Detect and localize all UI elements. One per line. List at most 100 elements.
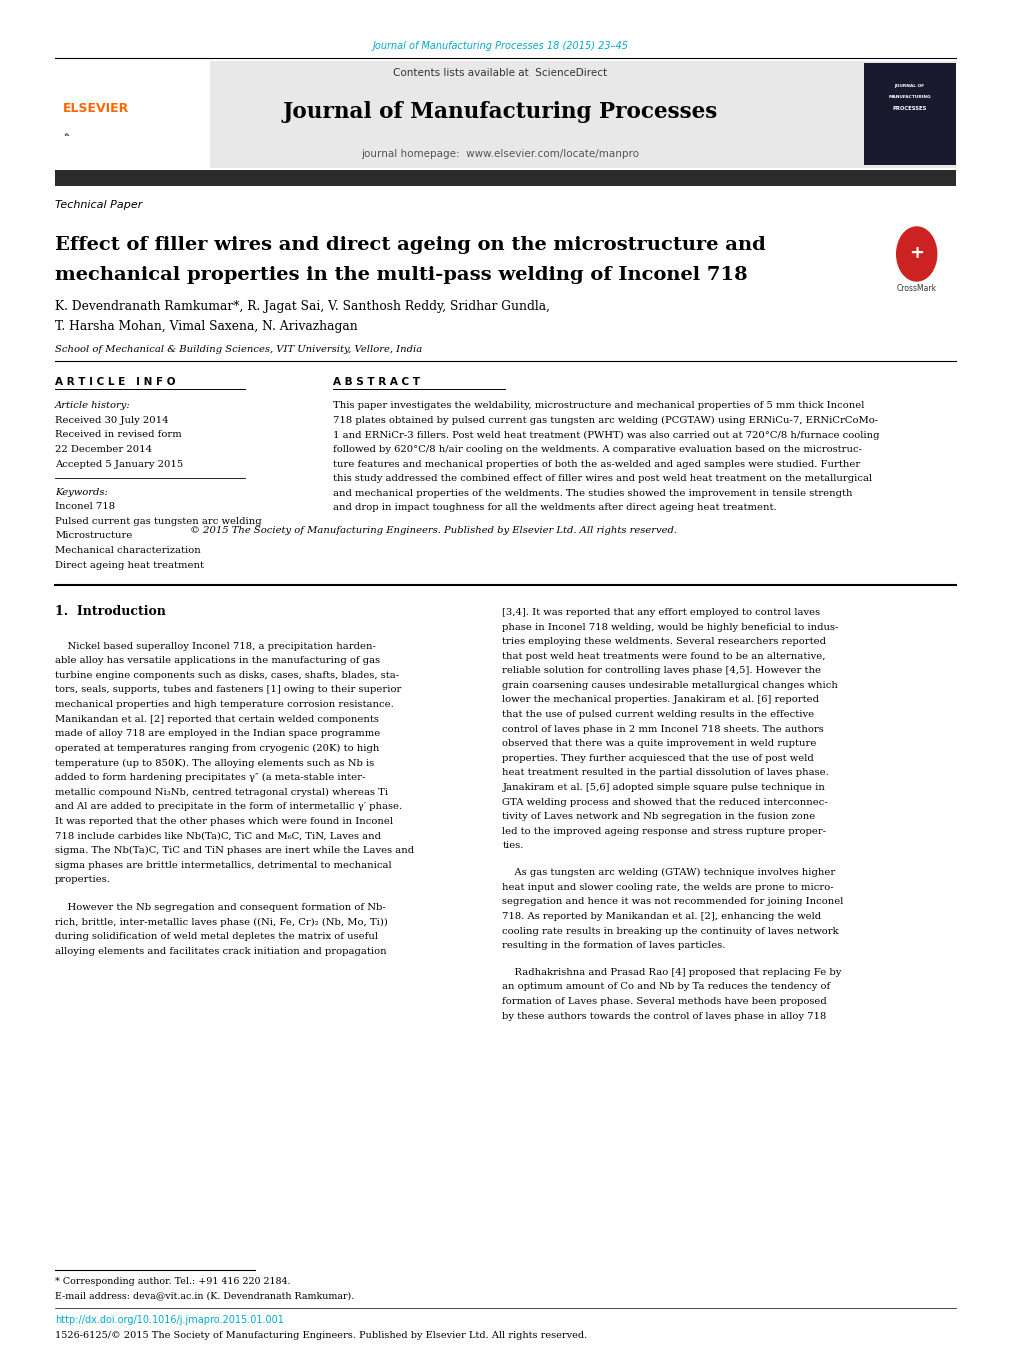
- Text: reliable solution for controlling laves phase [4,5]. However the: reliable solution for controlling laves …: [502, 666, 820, 676]
- Text: lower the mechanical properties. Janakiram et al. [6] reported: lower the mechanical properties. Janakir…: [502, 696, 818, 704]
- Text: ^: ^: [63, 134, 68, 139]
- Text: resulting in the formation of laves particles.: resulting in the formation of laves part…: [502, 942, 726, 950]
- Text: GTA welding process and showed that the reduced interconnec-: GTA welding process and showed that the …: [502, 797, 827, 807]
- Text: +: +: [908, 243, 923, 262]
- Text: Radhakrishna and Prasad Rao [4] proposed that replacing Fe by: Radhakrishna and Prasad Rao [4] proposed…: [502, 967, 841, 977]
- Text: Effect of filler wires and direct ageing on the microstructure and: Effect of filler wires and direct ageing…: [55, 236, 765, 254]
- Text: heat treatment resulted in the partial dissolution of laves phase.: heat treatment resulted in the partial d…: [502, 769, 828, 777]
- Text: ELSEVIER: ELSEVIER: [63, 101, 129, 115]
- Text: E-mail address: deva@vit.ac.in (K. Devendranath Ramkumar).: E-mail address: deva@vit.ac.in (K. Deven…: [55, 1292, 354, 1301]
- Text: formation of Laves phase. Several methods have been proposed: formation of Laves phase. Several method…: [502, 997, 826, 1006]
- Text: Keywords:: Keywords:: [55, 488, 108, 497]
- Text: PROCESSES: PROCESSES: [892, 105, 926, 111]
- Text: Manikandan et al. [2] reported that certain welded components: Manikandan et al. [2] reported that cert…: [55, 715, 378, 724]
- Text: cooling rate results in breaking up the continuity of laves network: cooling rate results in breaking up the …: [502, 927, 839, 935]
- Circle shape: [896, 227, 935, 281]
- Text: control of laves phase in 2 mm Inconel 718 sheets. The authors: control of laves phase in 2 mm Inconel 7…: [502, 724, 823, 734]
- Text: Nickel based superalloy Inconel 718, a precipitation harden-: Nickel based superalloy Inconel 718, a p…: [55, 642, 376, 651]
- Text: that post weld heat treatments were found to be an alternative,: that post weld heat treatments were foun…: [502, 651, 825, 661]
- Text: As gas tungsten arc welding (GTAW) technique involves higher: As gas tungsten arc welding (GTAW) techn…: [502, 869, 835, 877]
- Text: and drop in impact toughness for all the weldments after direct ageing heat trea: and drop in impact toughness for all the…: [333, 504, 776, 512]
- Text: turbine engine components such as disks, cases, shafts, blades, sta-: turbine engine components such as disks,…: [55, 671, 398, 680]
- Text: metallic compound Ni₃Nb, centred tetragonal crystal) whereas Ti: metallic compound Ni₃Nb, centred tetrago…: [55, 788, 388, 797]
- Text: Accepted 5 January 2015: Accepted 5 January 2015: [55, 459, 183, 469]
- Text: 1526-6125/© 2015 The Society of Manufacturing Engineers. Published by Elsevier L: 1526-6125/© 2015 The Society of Manufact…: [55, 1331, 587, 1340]
- FancyBboxPatch shape: [863, 63, 955, 165]
- Text: K. Devendranath Ramkumar*, R. Jagat Sai, V. Santhosh Reddy, Sridhar Gundla,: K. Devendranath Ramkumar*, R. Jagat Sai,…: [55, 300, 549, 313]
- Text: added to form hardening precipitates γ″ (a meta-stable inter-: added to form hardening precipitates γ″ …: [55, 773, 365, 782]
- Text: an optimum amount of Co and Nb by Ta reduces the tendency of: an optimum amount of Co and Nb by Ta red…: [502, 982, 829, 992]
- Text: tors, seals, supports, tubes and fasteners [1] owing to their superior: tors, seals, supports, tubes and fastene…: [55, 685, 401, 694]
- Text: rich, brittle, inter-metallic laves phase ((Ni, Fe, Cr)₂ (Nb, Mo, Ti)): rich, brittle, inter-metallic laves phas…: [55, 917, 387, 927]
- Text: and Al are added to precipitate in the form of intermetallic γ′ phase.: and Al are added to precipitate in the f…: [55, 802, 401, 811]
- Text: able alloy has versatile applications in the manufacturing of gas: able alloy has versatile applications in…: [55, 657, 380, 665]
- Text: properties. They further acquiesced that the use of post weld: properties. They further acquiesced that…: [502, 754, 813, 763]
- Text: Received 30 July 2014: Received 30 July 2014: [55, 416, 168, 424]
- Text: 718 include carbides like Nb(Ta)C, TiC and M₆C, TiN, Laves and: 718 include carbides like Nb(Ta)C, TiC a…: [55, 831, 381, 840]
- Text: made of alloy 718 are employed in the Indian space programme: made of alloy 718 are employed in the In…: [55, 730, 380, 738]
- Text: However the Nb segregation and consequent formation of Nb-: However the Nb segregation and consequen…: [55, 904, 385, 912]
- Text: sigma phases are brittle intermetallics, detrimental to mechanical: sigma phases are brittle intermetallics,…: [55, 861, 391, 870]
- Text: tivity of Laves network and Nb segregation in the fusion zone: tivity of Laves network and Nb segregati…: [502, 812, 815, 821]
- Text: 1 and ERNiCr-3 fillers. Post weld heat treatment (PWHT) was also carried out at : 1 and ERNiCr-3 fillers. Post weld heat t…: [333, 431, 879, 439]
- Text: A B S T R A C T: A B S T R A C T: [333, 377, 420, 386]
- Text: tries employing these weldments. Several researchers reported: tries employing these weldments. Several…: [502, 638, 825, 646]
- Text: A R T I C L E   I N F O: A R T I C L E I N F O: [55, 377, 175, 386]
- Text: Technical Paper: Technical Paper: [55, 200, 143, 209]
- Text: and mechanical properties of the weldments. The studies showed the improvement i: and mechanical properties of the weldmen…: [333, 489, 852, 497]
- Text: Contents lists available at  ScienceDirect: Contents lists available at ScienceDirec…: [393, 68, 607, 78]
- Text: http://dx.doi.org/10.1016/j.jmapro.2015.01.001: http://dx.doi.org/10.1016/j.jmapro.2015.…: [55, 1315, 283, 1324]
- Text: CrossMark: CrossMark: [896, 284, 935, 293]
- Text: 718. As reported by Manikandan et al. [2], enhancing the weld: 718. As reported by Manikandan et al. [2…: [502, 912, 820, 921]
- Text: heat input and slower cooling rate, the welds are prone to micro-: heat input and slower cooling rate, the …: [502, 882, 834, 892]
- Text: during solidification of weld metal depletes the matrix of useful: during solidification of weld metal depl…: [55, 932, 378, 942]
- Text: observed that there was a quite improvement in weld rupture: observed that there was a quite improvem…: [502, 739, 816, 748]
- Text: T. Harsha Mohan, Vimal Saxena, N. Arivazhagan: T. Harsha Mohan, Vimal Saxena, N. Arivaz…: [55, 320, 358, 334]
- Text: 718 plates obtained by pulsed current gas tungsten arc welding (PCGTAW) using ER: 718 plates obtained by pulsed current ga…: [333, 416, 877, 426]
- Text: It was reported that the other phases which were found in Inconel: It was reported that the other phases wh…: [55, 817, 392, 825]
- Text: grain coarsening causes undesirable metallurgical changes which: grain coarsening causes undesirable meta…: [502, 681, 838, 690]
- Text: that the use of pulsed current welding results in the effective: that the use of pulsed current welding r…: [502, 711, 814, 719]
- Text: © 2015 The Society of Manufacturing Engineers. Published by Elsevier Ltd. All ri: © 2015 The Society of Manufacturing Engi…: [190, 526, 677, 535]
- Text: JOURNAL OF: JOURNAL OF: [894, 85, 924, 88]
- Text: 1.  Introduction: 1. Introduction: [55, 605, 166, 619]
- Text: Microstructure: Microstructure: [55, 531, 132, 540]
- Text: led to the improved ageing response and stress rupture proper-: led to the improved ageing response and …: [502, 827, 825, 836]
- Text: Mechanical characterization: Mechanical characterization: [55, 546, 201, 555]
- Text: 22 December 2014: 22 December 2014: [55, 444, 152, 454]
- Text: sigma. The Nb(Ta)C, TiC and TiN phases are inert while the Laves and: sigma. The Nb(Ta)C, TiC and TiN phases a…: [55, 846, 414, 855]
- Text: School of Mechanical & Building Sciences, VIT University, Vellore, India: School of Mechanical & Building Sciences…: [55, 345, 422, 354]
- Text: properties.: properties.: [55, 875, 111, 884]
- Text: ^: ^: [63, 134, 67, 138]
- Text: this study addressed the combined effect of filler wires and post weld heat trea: this study addressed the combined effect…: [333, 474, 871, 484]
- Text: mechanical properties in the multi-pass welding of Inconel 718: mechanical properties in the multi-pass …: [55, 266, 747, 284]
- Text: ^: ^: [63, 134, 69, 142]
- Text: journal homepage:  www.elsevier.com/locate/manpro: journal homepage: www.elsevier.com/locat…: [361, 149, 639, 159]
- Text: ties.: ties.: [502, 842, 523, 850]
- Text: temperature (up to 850K). The alloying elements such as Nb is: temperature (up to 850K). The alloying e…: [55, 758, 374, 767]
- Text: alloying elements and facilitates crack initiation and propagation: alloying elements and facilitates crack …: [55, 947, 386, 957]
- Text: segregation and hence it was not recommended for joining Inconel: segregation and hence it was not recomme…: [502, 897, 843, 907]
- Text: ^: ^: [63, 132, 67, 138]
- Text: ture features and mechanical properties of both the as-welded and aged samples w: ture features and mechanical properties …: [333, 459, 860, 469]
- Text: Received in revised form: Received in revised form: [55, 431, 181, 439]
- Text: mechanical properties and high temperature corrosion resistance.: mechanical properties and high temperatu…: [55, 700, 393, 709]
- Text: followed by 620°C/8 h/air cooling on the weldments. A comparative evaluation bas: followed by 620°C/8 h/air cooling on the…: [333, 444, 861, 454]
- Text: [3,4]. It was reported that any effort employed to control laves: [3,4]. It was reported that any effort e…: [502, 608, 819, 617]
- Text: * Corresponding author. Tel.: +91 416 220 2184.: * Corresponding author. Tel.: +91 416 22…: [55, 1277, 290, 1286]
- FancyBboxPatch shape: [55, 170, 955, 186]
- FancyBboxPatch shape: [55, 61, 210, 168]
- Text: operated at temperatures ranging from cryogenic (20K) to high: operated at temperatures ranging from cr…: [55, 744, 379, 753]
- Text: Janakiram et al. [5,6] adopted simple square pulse technique in: Janakiram et al. [5,6] adopted simple sq…: [502, 784, 824, 792]
- Text: This paper investigates the weldability, microstructure and mechanical propertie: This paper investigates the weldability,…: [333, 401, 864, 411]
- Text: by these authors towards the control of laves phase in alloy 718: by these authors towards the control of …: [502, 1012, 826, 1020]
- Text: Article history:: Article history:: [55, 401, 130, 411]
- Text: Journal of Manufacturing Processes: Journal of Manufacturing Processes: [282, 101, 717, 123]
- Text: Direct ageing heat treatment: Direct ageing heat treatment: [55, 561, 204, 570]
- FancyBboxPatch shape: [55, 61, 955, 168]
- Text: ^: ^: [63, 134, 69, 141]
- Text: Pulsed current gas tungsten arc welding: Pulsed current gas tungsten arc welding: [55, 517, 262, 526]
- Text: phase in Inconel 718 welding, would be highly beneficial to indus-: phase in Inconel 718 welding, would be h…: [502, 623, 838, 631]
- Text: MANUFACTURING: MANUFACTURING: [888, 96, 930, 99]
- Text: Inconel 718: Inconel 718: [55, 503, 115, 511]
